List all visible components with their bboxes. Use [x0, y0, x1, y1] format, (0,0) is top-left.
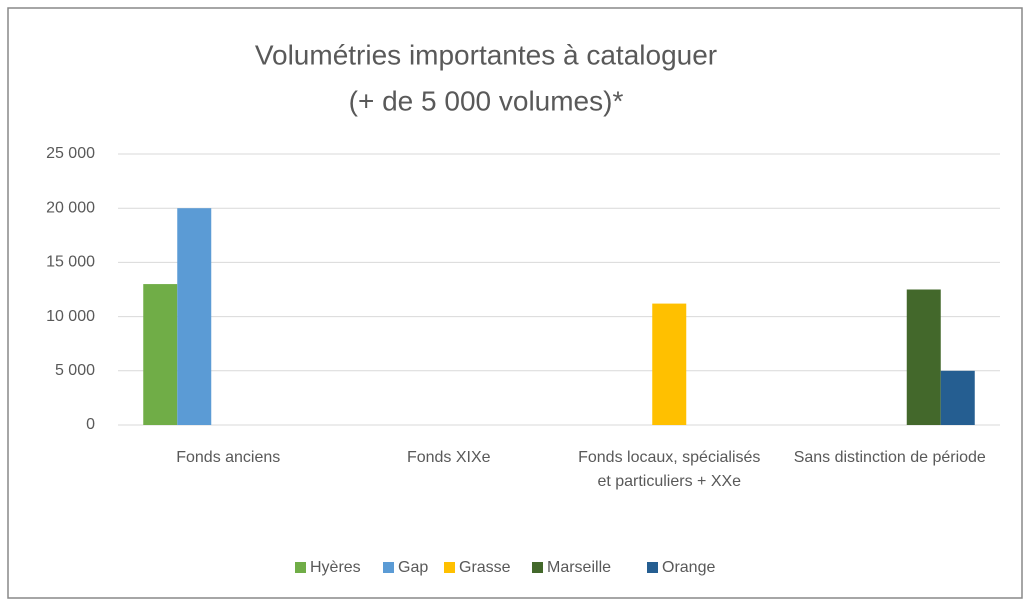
x-tick-label: Fonds locaux, spécialisés et particulier… [578, 449, 761, 490]
legend-label: Marseille [547, 559, 611, 576]
legend-label: Hyères [310, 559, 361, 576]
bar [177, 208, 212, 425]
bar [906, 289, 941, 425]
x-tick-label: Fonds XIXe [406, 449, 491, 466]
x-tick-label: Sans distinction de période [793, 449, 986, 466]
legend-label: Orange [662, 559, 715, 576]
legend-swatch [383, 562, 394, 573]
x-tick-label: Fonds anciens [176, 449, 281, 466]
y-tick-label: 0 [86, 416, 95, 433]
y-tick-label: 15 000 [46, 254, 95, 271]
bar [940, 370, 975, 425]
legend-label: Gap [398, 559, 428, 576]
y-tick-label: 20 000 [46, 199, 95, 216]
y-tick-label: 5 000 [55, 362, 95, 379]
y-tick-label: 10 000 [46, 308, 95, 325]
chart-title: (+ de 5 000 volumes)* [349, 85, 624, 116]
legend-swatch [647, 562, 658, 573]
legend-label: Grasse [459, 559, 511, 576]
legend-swatch [295, 562, 306, 573]
bar [143, 284, 178, 425]
legend-swatch [444, 562, 455, 573]
y-tick-label: 25 000 [46, 145, 95, 162]
chart-title: Volumétries importantes à cataloguer [255, 39, 717, 70]
legend-swatch [532, 562, 543, 573]
bar [652, 303, 687, 425]
